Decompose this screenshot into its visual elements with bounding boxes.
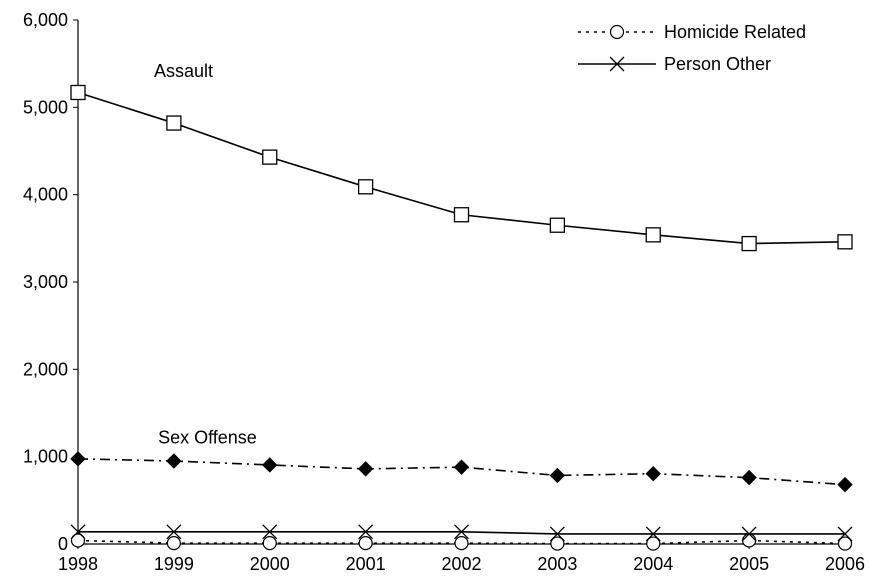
point-person_other-marker — [358, 524, 374, 540]
point-sex_offense-marker — [645, 465, 661, 482]
legend-person_other-marker — [609, 56, 625, 72]
point-assault-marker — [741, 235, 757, 252]
point-assault-marker — [166, 115, 182, 131]
series-homicide_related — [70, 533, 853, 551]
point-assault-marker — [453, 207, 470, 223]
x-tick-label: 2004 — [633, 554, 673, 574]
y-tick-label: 6,000 — [23, 10, 68, 30]
point-homicide_related-marker — [70, 533, 86, 548]
point-person_other-marker — [70, 524, 86, 540]
y-tick-label: 0 — [58, 534, 68, 554]
y-tick-label: 3,000 — [23, 272, 68, 292]
point-sex_offense-marker — [741, 469, 757, 486]
point-sex_offense-marker — [453, 459, 470, 475]
point-person_other-marker — [166, 524, 182, 540]
point-person_other-marker — [549, 526, 565, 542]
series-label-sex_offense: Sex Offense — [158, 428, 257, 448]
y-tick-label: 1,000 — [23, 447, 68, 467]
y-tick-label: 2,000 — [23, 359, 68, 379]
point-sex_offense-marker — [166, 453, 182, 469]
legend-item-person_other: Person Other — [578, 54, 771, 74]
series-label-assault: Assault — [154, 61, 213, 81]
x-tick-label: 2003 — [537, 554, 577, 574]
point-sex_offense-marker — [70, 451, 86, 467]
point-assault-marker — [837, 234, 853, 250]
legend-label: Homicide Related — [664, 22, 806, 42]
series-labels: Assault Sex Offense — [154, 61, 257, 448]
point-homicide_related-marker — [166, 536, 181, 551]
x-tick-label: 2006 — [825, 554, 865, 574]
point-sex_offense-marker — [262, 457, 278, 473]
point-homicide_related-marker — [550, 536, 565, 551]
point-homicide_related-marker — [358, 536, 373, 551]
legend-item-homicide_related: Homicide Related — [578, 22, 806, 42]
legend-label: Person Other — [664, 54, 771, 74]
point-sex_offense-marker — [357, 461, 374, 477]
point-homicide_related-marker — [262, 536, 277, 551]
y-tick-label: 5,000 — [23, 97, 68, 117]
legend-homicide_related-marker — [609, 24, 625, 40]
point-person_other-marker — [454, 524, 469, 540]
x-tick-label: 2001 — [346, 554, 386, 574]
series-sex_offense — [70, 451, 853, 493]
x-tick-label: 2000 — [250, 554, 290, 574]
point-assault-marker — [645, 227, 661, 243]
point-person_other-marker — [741, 526, 757, 542]
point-homicide_related-marker — [837, 536, 853, 551]
series-lines — [70, 84, 853, 551]
point-sex_offense-marker — [549, 467, 566, 484]
point-homicide_related-marker — [646, 536, 661, 551]
legend: Homicide Related Person Other — [578, 22, 806, 74]
axes: 0 1,000 2,000 3,000 4,000 5,000 6,000 1998 1999 2… — [23, 10, 865, 574]
x-tick-label: 1999 — [154, 554, 194, 574]
point-person_other-marker — [837, 526, 853, 542]
point-homicide_related-marker — [742, 533, 757, 548]
x-tick-label: 2005 — [729, 554, 769, 574]
point-sex_offense-marker — [837, 476, 853, 493]
point-assault-marker — [549, 217, 566, 233]
point-homicide_related-marker — [454, 536, 469, 551]
point-assault-marker — [262, 149, 278, 165]
point-assault-marker — [357, 179, 374, 195]
point-person_other-marker — [262, 524, 278, 540]
point-assault-marker — [70, 84, 86, 101]
x-tick-label: 2002 — [441, 554, 481, 574]
point-person_other-marker — [645, 526, 661, 542]
series-person_other — [70, 524, 853, 542]
series-assault — [70, 84, 853, 252]
y-tick-label: 4,000 — [23, 185, 68, 205]
x-tick-label: 1998 — [58, 554, 98, 574]
